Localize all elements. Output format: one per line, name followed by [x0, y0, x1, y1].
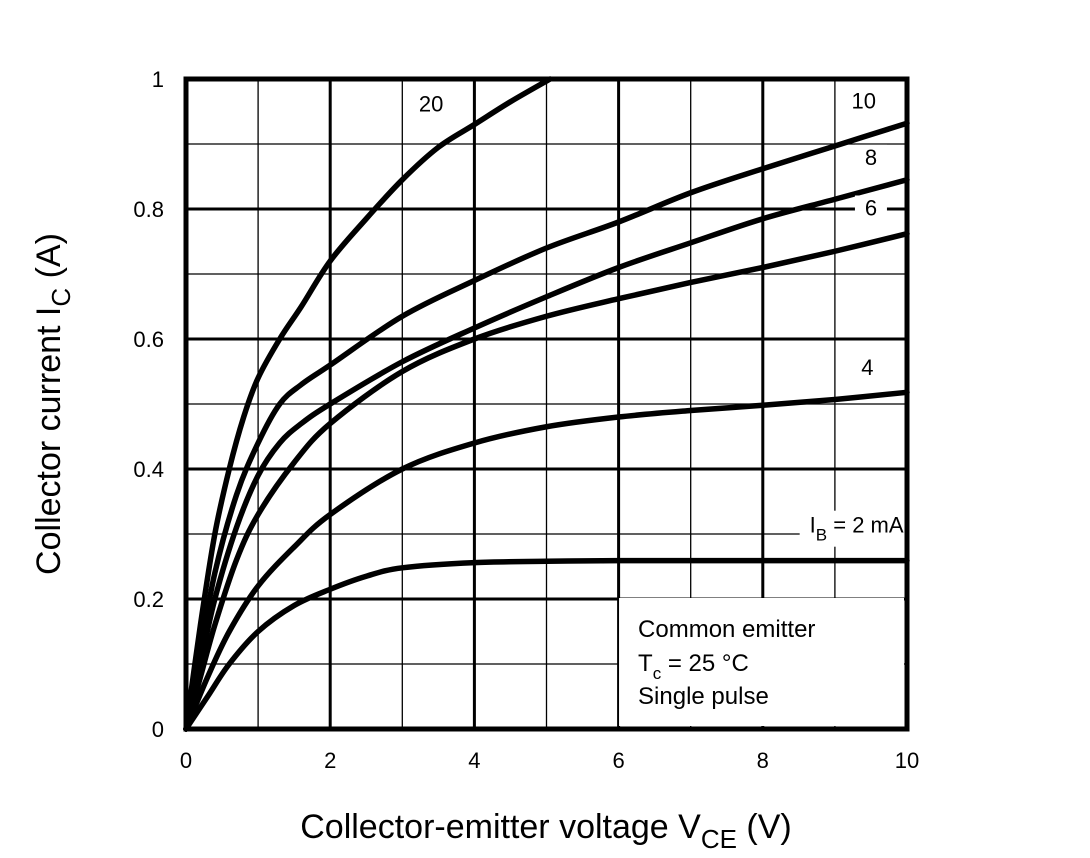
x-tick-label: 2 — [324, 748, 336, 773]
curve-label-background — [415, 91, 448, 120]
series-line — [183, 230, 910, 732]
y-tick-label: 1 — [152, 67, 164, 92]
plot-frame — [183, 76, 910, 732]
series-line — [183, 76, 553, 732]
y-tick-label: 0.4 — [133, 457, 164, 482]
curve-label-background — [847, 88, 880, 117]
series-line — [183, 120, 910, 732]
series-lines — [183, 76, 910, 732]
x-tick-label: 4 — [468, 748, 480, 773]
ib-label: IB = 2 mA — [810, 513, 904, 545]
x-tick-label: 0 — [180, 748, 192, 773]
curve-label-background — [854, 195, 887, 224]
curve-label: 8 — [865, 145, 877, 170]
curve-label: 4 — [861, 355, 873, 380]
curve-label-background — [854, 144, 887, 173]
curve-label: 20 — [419, 92, 443, 117]
y-tick-label: 0.6 — [133, 327, 164, 352]
conditions-background — [619, 598, 904, 726]
conditions-line-3: Single pulse — [638, 683, 769, 710]
y-tick-label: 0.2 — [133, 587, 164, 612]
x-tick-label: 10 — [895, 748, 919, 773]
conditions-box: Common emitter Tc = 25 °C Single pulse — [619, 598, 904, 726]
curve-label-background — [851, 354, 884, 383]
conditions-line-1: Common emitter — [638, 616, 815, 643]
x-tick-label: 6 — [612, 748, 624, 773]
y-axis-title: Collector current IC (A) — [30, 233, 76, 575]
y-tick-label: 0.8 — [133, 197, 164, 222]
curve-label: 6 — [865, 196, 877, 221]
series-line — [183, 557, 910, 732]
x-tick-label: 8 — [757, 748, 769, 773]
y-tick-label: 0 — [152, 717, 164, 742]
series-line — [183, 177, 910, 732]
x-axis-title: Collector-emitter voltage VCE (V) — [300, 808, 792, 854]
series-line — [183, 389, 910, 732]
tick-labels: 0 2 4 6 8 10 0 0.2 0.4 0.6 0.8 1 — [133, 67, 919, 773]
curve-label: 10 — [851, 88, 875, 113]
ib-label-background — [799, 510, 938, 547]
conditions-line-2: Tc = 25 °C — [638, 650, 749, 683]
curve-labels: 20 10 8 6 4 IB = 2 mA — [415, 88, 938, 547]
